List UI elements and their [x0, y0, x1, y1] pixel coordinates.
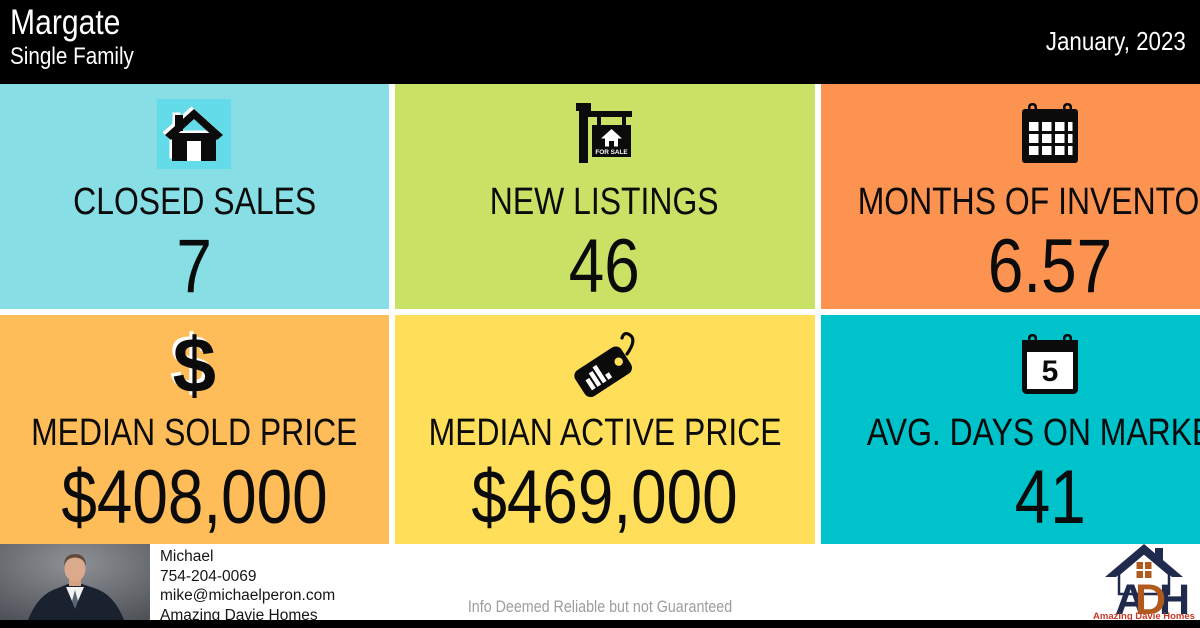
svg-text:FOR SALE: FOR SALE — [595, 149, 628, 156]
logo-letter-d: D — [1135, 576, 1166, 620]
agent-name: Michael — [160, 548, 214, 565]
stat-tile-months-of-inventory: MONTHS OF INVENTORY 6.57 — [820, 84, 1200, 309]
stat-value: $469,000 — [471, 455, 738, 540]
stat-value: $408,000 — [61, 455, 328, 540]
stat-label: AVG. DAYS ON MARKET — [867, 412, 1200, 454]
agent-contact-block: Michael 754-204-0069 mike@michaelperon.c… — [160, 547, 335, 625]
agent-email: mike@michaelperon.com — [160, 587, 336, 604]
logo-caption: Amazing Davie Homes — [1093, 611, 1195, 620]
adh-logo: A H D Amazing Davie Homes — [1091, 544, 1197, 624]
stat-value: 46 — [569, 224, 641, 309]
price-tag-icon — [568, 330, 642, 400]
stat-tile-avg-days-on-market: 5 AVG. DAYS ON MARKET 41 — [820, 315, 1200, 544]
stat-label: MEDIAN SOLD PRICE — [31, 412, 358, 454]
stat-value: 6.57 — [988, 224, 1113, 309]
agent-company: Amazing Davie Homes — [160, 606, 318, 624]
calendar-day-icon: 5 — [1013, 330, 1087, 400]
logo-letter-h: H — [1159, 576, 1190, 620]
report-date: January, 2023 — [1045, 26, 1186, 56]
header-bar: Margate Single Family January, 2023 — [0, 0, 1200, 84]
agent-phone: 754-204-0069 — [160, 567, 257, 585]
stat-value: 41 — [1014, 455, 1086, 540]
stat-label: CLOSED SALES — [72, 181, 316, 223]
stats-grid: CLOSED SALES 7 — [0, 84, 1200, 544]
svg-text:5: 5 — [1042, 355, 1059, 388]
logo-letter-a: A — [1115, 576, 1146, 620]
stat-label: NEW LISTINGS — [490, 181, 720, 223]
house-icon — [157, 99, 232, 169]
city-title: Margate — [10, 3, 121, 42]
dollar-sign-icon: $ — [172, 321, 216, 409]
disclaimer-text: Info Deemed Reliable but not Guaranteed — [467, 597, 733, 616]
stat-label: MEDIAN ACTIVE PRICE — [428, 412, 782, 454]
property-type-subtitle: Single Family — [10, 43, 134, 70]
agent-photo — [0, 544, 150, 620]
footer-bar: Michael 754-204-0069 mike@michaelperon.c… — [0, 544, 1200, 624]
stat-label: MONTHS OF INVENTORY — [857, 181, 1200, 223]
stat-tile-new-listings: FOR SALE NEW LISTINGS 46 — [394, 84, 815, 309]
stat-value: 7 — [176, 224, 213, 309]
stat-tile-closed-sales: CLOSED SALES 7 — [0, 84, 389, 309]
stat-tile-median-sold-price: $ MEDIAN SOLD PRICE $408,000 — [0, 315, 389, 544]
bottom-black-bar — [0, 620, 1200, 628]
calendar-grid-icon — [1013, 99, 1087, 169]
stat-tile-median-active-price: MEDIAN ACTIVE PRICE $469,000 — [394, 315, 815, 544]
for-sale-sign-icon: FOR SALE — [568, 99, 642, 169]
